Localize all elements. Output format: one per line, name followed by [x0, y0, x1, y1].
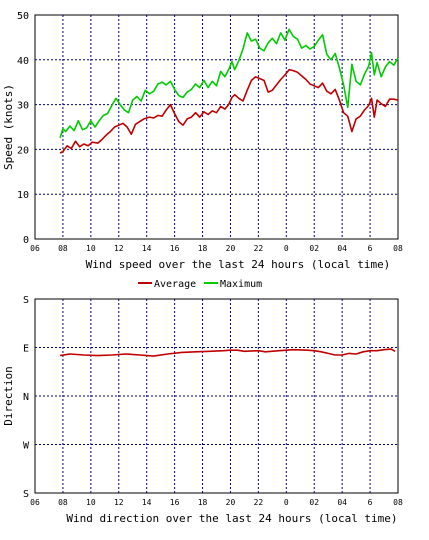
wind-speed-y-tick-label: 0: [23, 235, 29, 246]
wind-direction-y-tick-label: W: [23, 441, 30, 452]
wind-speed-series-line-average: [59, 68, 399, 154]
wind-direction-x-tick-label: 20: [226, 498, 236, 507]
wind-speed-grid: [35, 15, 398, 239]
wind-direction-grid: [35, 299, 398, 493]
wind-direction-x-tick-label: 08: [393, 498, 403, 507]
wind-speed-plot-area: [34, 14, 399, 240]
wind-speed-x-tick-label: 18: [198, 244, 208, 253]
wind-direction-x-tick-label: 12: [114, 498, 124, 507]
legend-average-label: Average: [154, 279, 196, 290]
wind-speed-y-tick-label: 40: [17, 56, 29, 67]
wind-speed-x-tick-label: 08: [393, 244, 403, 253]
wind-speed-x-tick-label: 22: [254, 244, 264, 253]
wind-direction-x-tick-label: 02: [309, 498, 319, 507]
wind-speed-x-axis-label: Wind speed over the last 24 hours (local…: [86, 258, 391, 271]
wind-direction-y-tick-label: S: [23, 489, 29, 500]
wind-direction-series-line-direction: [59, 348, 396, 357]
wind-direction-y-axis-label: Direction: [2, 366, 15, 426]
wind-speed-legend: Average Maximum: [138, 279, 262, 290]
wind-speed-x-tick-label: 12: [114, 244, 124, 253]
wind-speed-x-tick-label: 02: [309, 244, 319, 253]
wind-speed-series: [59, 28, 399, 154]
wind-speed-x-tick-label: 0: [284, 244, 289, 253]
wind-direction-x-ticks: 06 08 10 12 14 16 18 20 22 0 02 04 6 08: [30, 498, 403, 507]
wind-direction-x-tick-label: 06: [30, 498, 40, 507]
wind-direction-y-ticks: S E N W S: [23, 295, 30, 500]
wind-direction-x-tick-label: 6: [368, 498, 373, 507]
wind-speed-series-line-maximum: [59, 28, 399, 139]
wind-direction-x-tick-label: 04: [337, 498, 347, 507]
wind-speed-x-tick-label: 06: [30, 244, 40, 253]
wind-speed-x-tick-label: 6: [368, 244, 373, 253]
wind-speed-y-ticks: 0 10 20 30 40 50: [17, 11, 29, 246]
wind-speed-y-tick-label: 50: [17, 11, 29, 22]
wind-direction-y-tick-label: S: [23, 295, 29, 306]
wind-speed-x-tick-label: 08: [58, 244, 68, 253]
wind-speed-y-tick-label: 10: [17, 190, 29, 201]
wind-direction-x-tick-label: 08: [58, 498, 68, 507]
wind-direction-x-tick-label: 10: [86, 498, 96, 507]
wind-direction-x-tick-label: 16: [170, 498, 180, 507]
wind-direction-x-axis-label: Wind direction over the last 24 hours (l…: [66, 512, 397, 525]
wind-direction-chart: S E N W S 06 08 10 12 14 16 18 20 22 0 02 04 6 08 Directi…: [2, 295, 403, 525]
wind-direction-x-tick-label: 22: [254, 498, 264, 507]
wind-speed-x-tick-label: 10: [86, 244, 96, 253]
wind-speed-x-ticks: 06 08 10 12 14 16 18 20 22 0 02 04 6 08: [30, 244, 403, 253]
wind-speed-x-tick-label: 14: [142, 244, 152, 253]
wind-speed-y-tick-label: 30: [17, 101, 29, 112]
wind-speed-x-tick-label: 16: [170, 244, 180, 253]
wind-direction-y-tick-label: E: [23, 344, 29, 355]
legend-maximum-label: Maximum: [220, 279, 262, 290]
wind-direction-x-tick-label: 0: [284, 498, 289, 507]
wind-speed-x-tick-label: 04: [337, 244, 347, 253]
wind-direction-x-tick-label: 18: [198, 498, 208, 507]
wind-direction-series: [59, 348, 396, 357]
wind-speed-y-axis-label: Speed (knots): [2, 84, 15, 170]
wind-direction-x-tick-label: 14: [142, 498, 152, 507]
wind-speed-y-tick-label: 20: [17, 145, 29, 156]
wind-speed-chart: 0 10 20 30 40 50 06 08 10 12 14 16 18 20 22 0 02 04 6 08 S…: [2, 11, 403, 290]
wind-direction-y-tick-label: N: [23, 392, 29, 403]
wind-speed-x-tick-label: 20: [226, 244, 236, 253]
